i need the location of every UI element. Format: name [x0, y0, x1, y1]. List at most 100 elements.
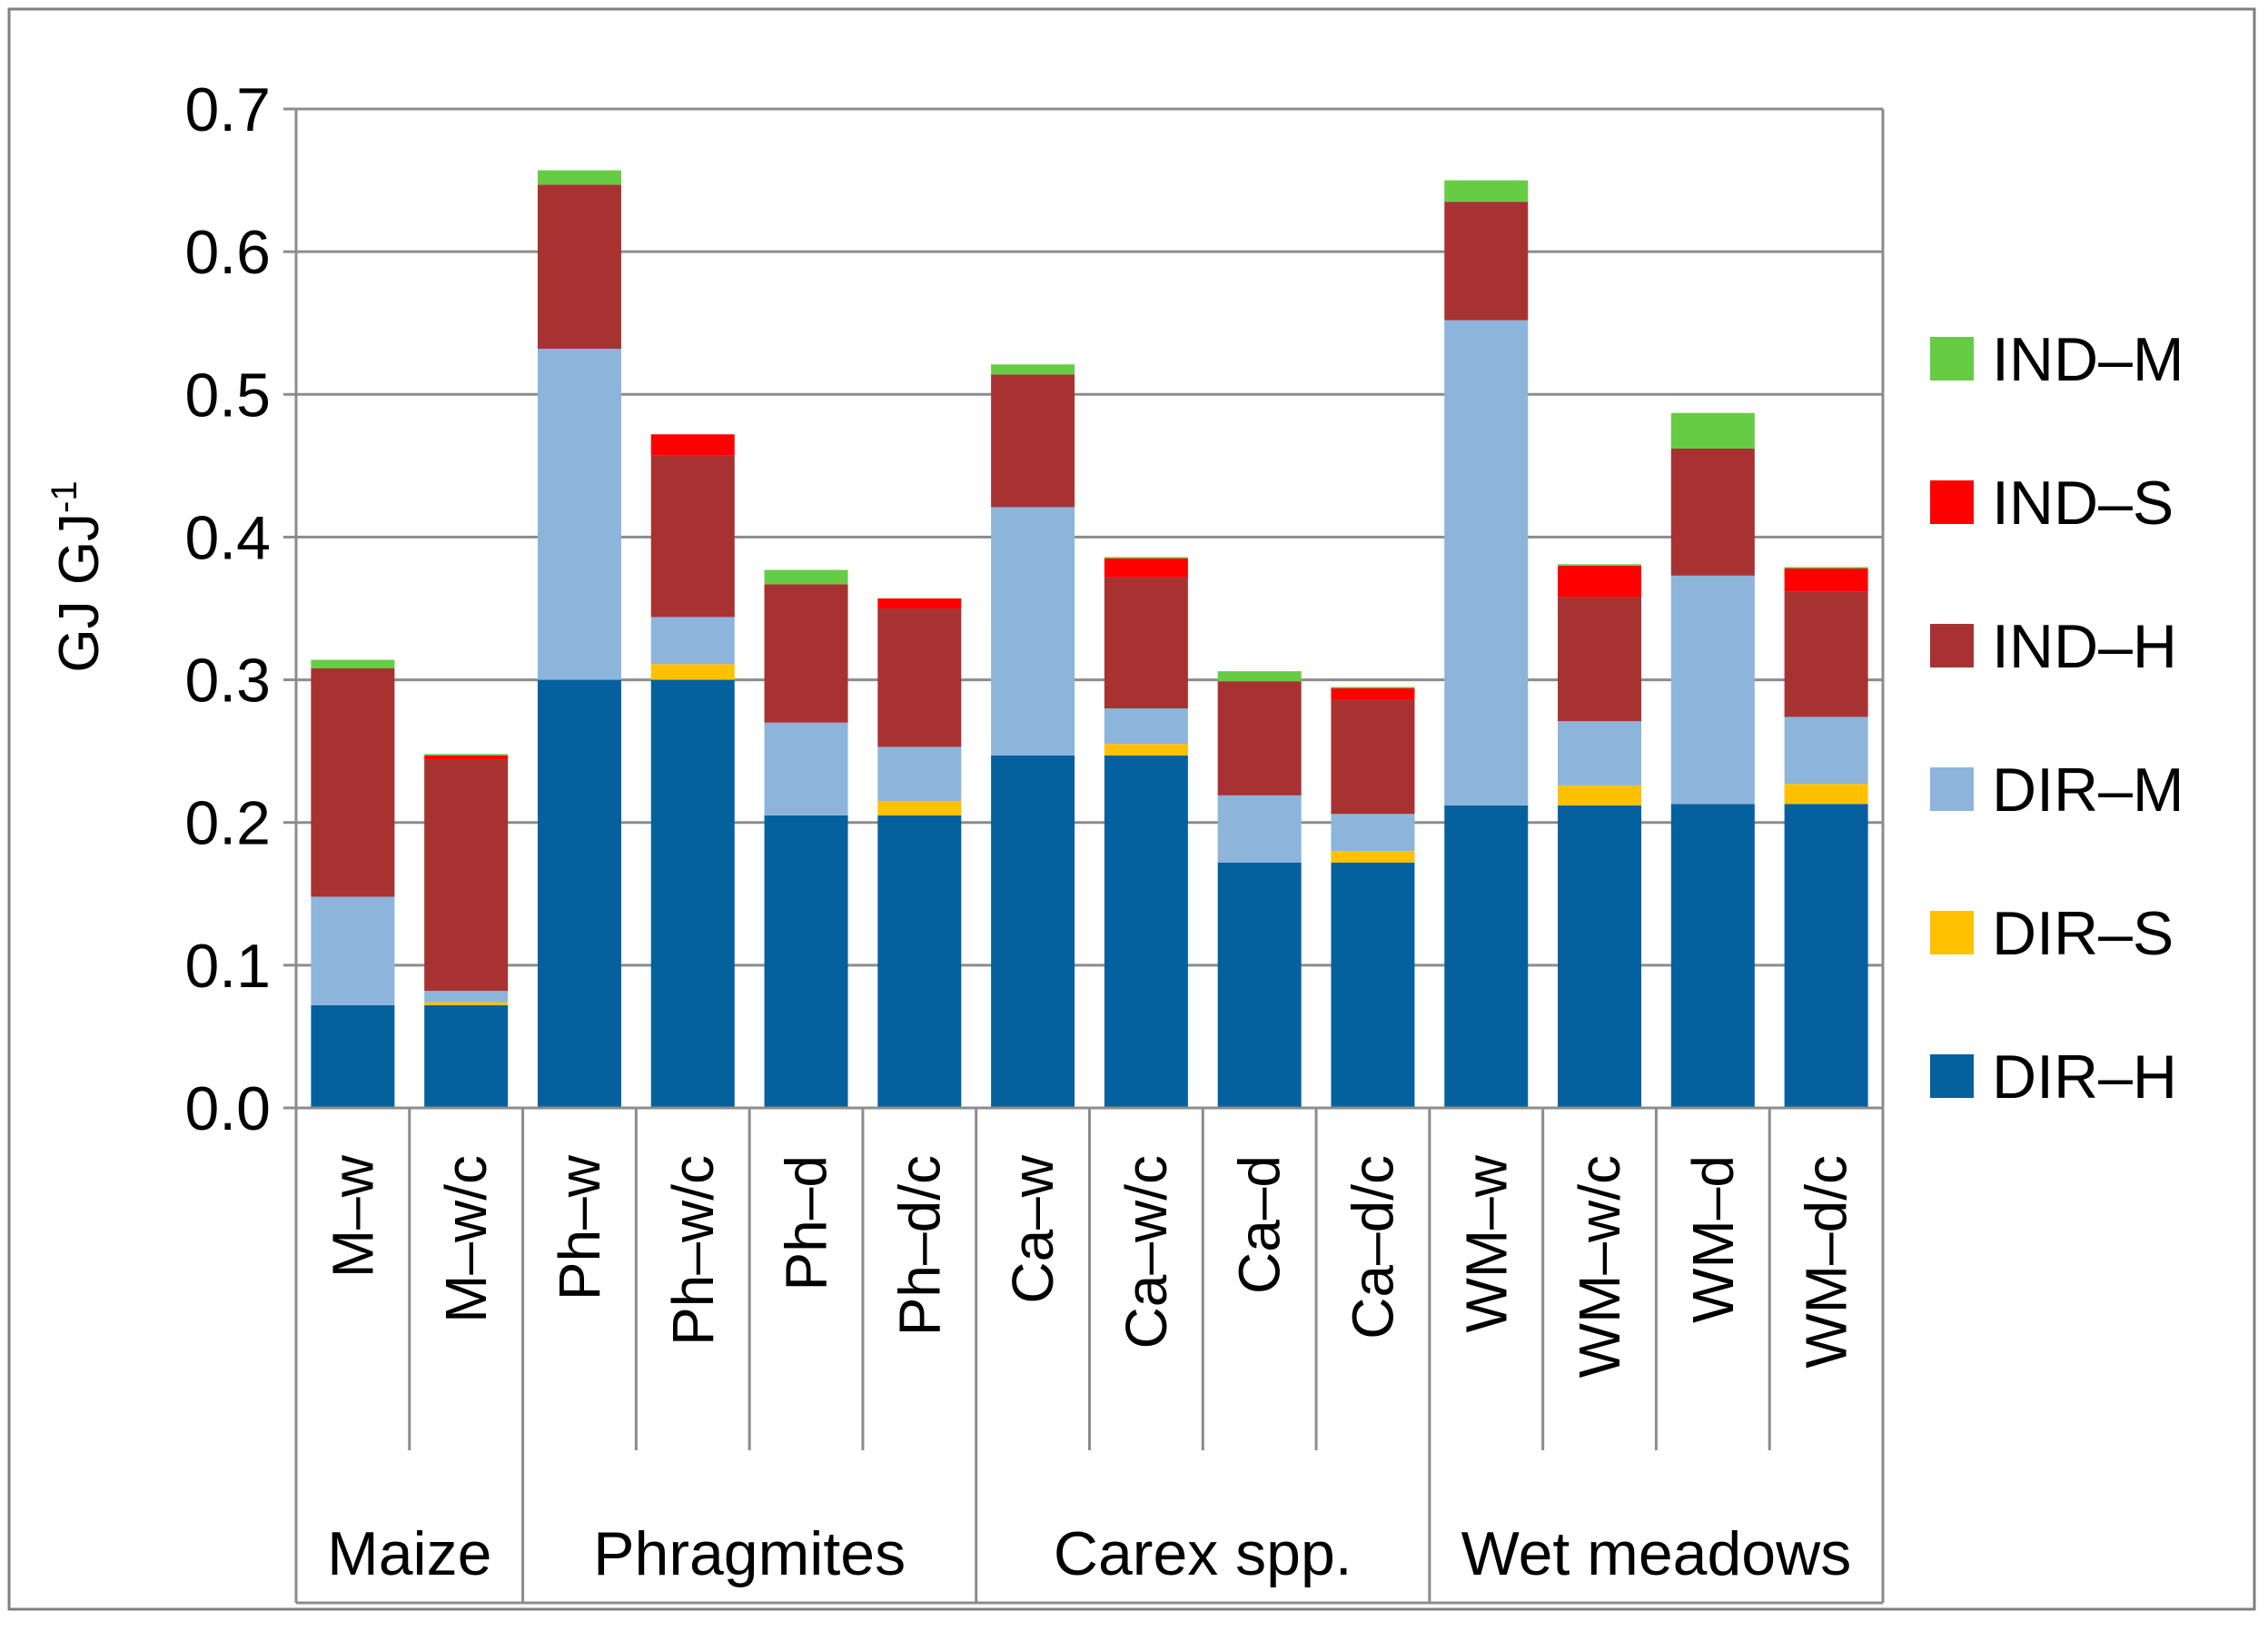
- category-label: Ca–w/c: [1114, 1155, 1179, 1349]
- bar-segment: [1331, 687, 1415, 688]
- bar-segment: [650, 664, 735, 680]
- bar-segment: [1558, 597, 1642, 722]
- bar-segment: [1331, 688, 1415, 700]
- bar-segment: [1558, 721, 1642, 786]
- bar-segment: [537, 349, 621, 680]
- legend-label: DIR–S: [1992, 899, 2174, 968]
- axes: [283, 107, 1885, 1605]
- bar-segment: [764, 569, 848, 585]
- bar-segment: [1558, 564, 1642, 566]
- bar-segment: [1670, 804, 1755, 1108]
- legend-label: IND–H: [1992, 612, 2177, 681]
- y-tick-label: 0.6: [184, 218, 271, 287]
- bar-segment: [1784, 784, 1868, 805]
- bar-segment: [1331, 699, 1415, 815]
- bar-segment: [1444, 202, 1529, 321]
- legend-swatch: [1930, 624, 1974, 667]
- bar-segment: [877, 746, 962, 802]
- category-label: Ph–w: [547, 1154, 612, 1300]
- y-tick-label: 0.0: [184, 1074, 271, 1143]
- legend: IND–M IND–S IND–H DIR–M DIR–S DIR–H: [1930, 325, 2184, 1112]
- group-labels: Maize Phragmites Carex spp. Wet meadows: [327, 1519, 1851, 1588]
- bar-segment: [1104, 557, 1188, 558]
- bar-segment: [424, 1004, 509, 1108]
- y-tick-label: 0.4: [184, 503, 271, 572]
- y-tick-labels: 0.0 0.1 0.2 0.3 0.4 0.5 0.6 0.7: [184, 75, 271, 1143]
- bar-segment: [1104, 558, 1188, 578]
- bar-segment: [991, 507, 1075, 756]
- bar-segment: [1784, 804, 1868, 1108]
- bar-segment: [1444, 805, 1529, 1108]
- legend-swatch: [1930, 1054, 1974, 1098]
- legend-label: IND–S: [1992, 469, 2174, 538]
- legend-swatch: [1930, 767, 1974, 811]
- group-label: Carex spp.: [1054, 1519, 1352, 1588]
- bar-segment: [1444, 180, 1529, 203]
- category-label: Ca–w: [1000, 1154, 1065, 1303]
- bar-segment: [1331, 814, 1415, 852]
- category-label: WM–w: [1453, 1154, 1519, 1332]
- bar-segment: [537, 170, 621, 185]
- bar-segment: [311, 896, 395, 1005]
- bar-segment: [877, 815, 962, 1108]
- category-label: Ph–d: [774, 1155, 839, 1290]
- legend-swatch: [1930, 480, 1974, 524]
- bar-segment: [537, 679, 621, 1108]
- bar-segment: [1331, 862, 1415, 1108]
- category-label: WM–d: [1680, 1155, 1746, 1323]
- bar-segment: [1104, 744, 1188, 756]
- bar-segment: [650, 679, 735, 1108]
- legend-swatch: [1930, 911, 1974, 954]
- bar-segment: [991, 364, 1075, 375]
- bar-segment: [650, 455, 735, 618]
- bar-segment: [650, 434, 735, 456]
- category-label: M–w/c: [433, 1155, 499, 1323]
- bar-segment: [424, 759, 509, 992]
- bar-segment: [1104, 708, 1188, 745]
- bar-segment: [991, 374, 1075, 508]
- bar-segment: [1217, 681, 1302, 796]
- bar-segment: [1104, 577, 1188, 708]
- category-label: WM–d/c: [1794, 1155, 1859, 1369]
- category-label: WM–w/c: [1567, 1155, 1632, 1378]
- bars: [311, 170, 1868, 1108]
- category-label: Ca–d: [1227, 1155, 1292, 1294]
- bar-segment: [1217, 862, 1302, 1108]
- bar-segment: [877, 608, 962, 747]
- bar-segment: [1670, 575, 1755, 805]
- bar-segment: [1444, 320, 1529, 806]
- bar-segment: [1784, 591, 1868, 717]
- group-label: Phragmites: [593, 1519, 906, 1588]
- bar-segment: [764, 815, 848, 1108]
- legend-label: DIR–H: [1992, 1043, 2177, 1112]
- bar-segment: [1784, 568, 1868, 592]
- bar-segment: [311, 668, 395, 897]
- bar-segment: [1670, 412, 1755, 449]
- bar-segment: [1670, 449, 1755, 576]
- bar-segment: [764, 722, 848, 816]
- bar-segment: [424, 755, 509, 760]
- bar-segment: [1217, 795, 1302, 863]
- bar-segment: [1784, 567, 1868, 568]
- bar-segment: [991, 755, 1075, 1108]
- y-tick-label: 0.1: [184, 932, 271, 1001]
- category-label: M–w: [320, 1154, 385, 1278]
- bar-segment: [311, 659, 395, 668]
- bar-segment: [1558, 565, 1642, 598]
- bar-segment: [537, 184, 621, 349]
- legend-swatch: [1930, 337, 1974, 381]
- bar-segment: [650, 617, 735, 665]
- bar-segment: [424, 991, 509, 1003]
- bar-segment: [1558, 785, 1642, 806]
- bar-segment: [1558, 805, 1642, 1108]
- legend-label: DIR–M: [1992, 756, 2184, 825]
- category-label: Ph–w/c: [660, 1155, 726, 1346]
- bar-segment: [1104, 755, 1188, 1108]
- bar-segment: [424, 754, 509, 756]
- y-axis-label: GJ GJ-1: [45, 480, 111, 672]
- category-label: Ph–d/c: [886, 1155, 952, 1336]
- bar-segment: [1217, 671, 1302, 682]
- bar-segment: [1784, 717, 1868, 785]
